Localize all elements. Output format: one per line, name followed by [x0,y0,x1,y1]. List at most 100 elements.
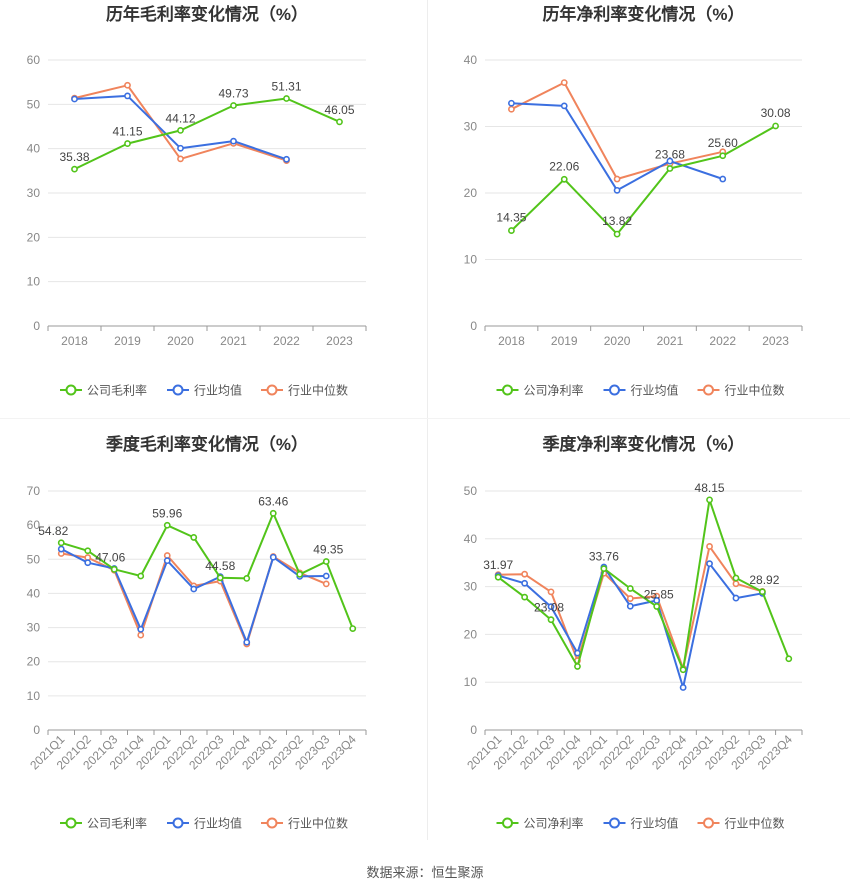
chart-quarterly-gross-margin: 季度毛利率变化情况（%） 0 10 20 30 40 50 60 70 2021Q1 2021Q2 2… [0,430,427,860]
y-tick-label: 0 [470,319,477,333]
legend-label: 行业中位数 [288,816,348,831]
y-tick-label: 10 [27,275,41,289]
series-line [510,125,777,236]
data-point [283,155,290,163]
y-tick-label: 20 [464,627,478,641]
y-tick-label: 0 [33,319,40,333]
chart-title: 季度净利率变化情况（%） [542,434,744,454]
chart-svg: 季度毛利率变化情况（%）0102030405060702021Q12021Q22… [27,434,367,831]
x-tick-label: 2018 [61,334,88,348]
horizontal-divider [0,418,850,419]
data-point [666,165,674,172]
data-point [57,545,65,553]
y-tick-label: 50 [27,97,41,111]
data-point [560,79,568,87]
data-label: 48.15 [695,481,725,495]
vertical-divider [427,0,428,840]
x-tick-label: 2023 [326,334,353,348]
legend-item: 行业中位数 [261,383,348,398]
chart-svg: 季度净利率变化情况（%）010203040502021Q12021Q22021Q… [464,434,803,831]
y-tick-label: 10 [27,689,41,703]
chart-title: 季度毛利率变化情况（%） [106,434,308,454]
data-point [521,579,529,587]
chart-svg: 历年毛利率变化情况（%） 0 10 20 30 40 50 60 2018 2019 2020 202… [27,4,367,398]
data-point [243,638,251,646]
chart-svg: 历年净利率变化情况（%） 0 10 20 30 40 2018 2019 2020 2021 202… [464,4,803,398]
data-point [322,572,330,580]
data-point [626,595,634,602]
y-tick-label: 40 [27,586,41,600]
data-label: 49.35 [313,543,343,557]
y-tick-label: 40 [27,142,41,156]
legend-label: 公司净利率 [524,816,584,831]
data-point [84,559,92,567]
legend-swatch-marker [266,817,278,829]
data-point [574,649,581,657]
data-label: 49.73 [218,87,248,101]
legend-label: 行业均值 [194,816,242,831]
legend-item: 行业均值 [603,816,679,831]
x-tick-label: 2021 [220,334,247,348]
legend-item: 公司毛利率 [60,383,147,398]
series-line [74,97,340,171]
x-tick-label: 2021 [657,334,684,348]
data-point [679,684,687,691]
data-point [190,585,198,593]
legend-item: 行业中位数 [697,383,785,398]
data-point [574,663,581,670]
legend-label: 公司毛利率 [87,816,147,831]
y-tick-label: 40 [464,532,478,546]
chart-annual-gross-margin: 历年毛利率变化情况（%） 0 10 20 30 40 50 60 2018 2019 2020 202… [0,0,427,418]
chart-title: 历年净利率变化情况（%） [542,4,744,24]
data-point [547,616,555,624]
data-label: 54.82 [38,524,68,538]
data-point [560,175,568,183]
data-point [110,565,118,573]
y-tick-label: 0 [470,723,477,737]
data-label: 44.58 [205,559,235,573]
data-label: 23.08 [534,601,564,615]
y-tick-label: 30 [27,621,41,635]
data-point [269,509,277,517]
data-label: 63.46 [258,494,288,508]
data-point [666,157,674,165]
data-label: 22.06 [549,159,579,173]
x-tick-label: 2020 [167,334,194,348]
data-point [547,603,555,611]
data-label: 44.12 [165,111,195,125]
legend-label: 行业均值 [631,383,679,398]
data-point [71,165,78,173]
x-tick-label: 2023 [762,334,789,348]
data-point [785,655,793,663]
data-point [494,573,502,581]
data-point [600,565,608,573]
legend-label: 公司毛利率 [87,383,147,398]
legend-swatch-marker [502,384,513,396]
data-point [560,102,568,110]
data-point [349,625,357,632]
data-point [547,588,555,596]
chart-title: 历年毛利率变化情况（%） [106,4,308,24]
series-line [61,512,354,629]
data-point [124,140,131,147]
data-point [163,521,171,529]
data-point [626,585,634,592]
legend-label: 行业中位数 [288,383,348,398]
data-point [521,593,529,601]
x-tick-label: 2018 [498,334,525,348]
data-point [732,580,740,588]
data-point [163,557,171,565]
data-point [57,539,65,547]
data-label: 51.31 [271,80,301,94]
data-point [190,534,198,541]
legend-item: 公司净利率 [496,816,584,831]
data-point [283,95,290,102]
data-point [124,92,131,100]
data-point [772,122,779,130]
data-label: 31.97 [483,558,513,572]
data-point [626,602,634,610]
data-label: 14.35 [496,211,526,225]
legend-swatch-marker [703,817,714,829]
y-tick-label: 10 [464,253,478,267]
data-point [732,574,740,582]
